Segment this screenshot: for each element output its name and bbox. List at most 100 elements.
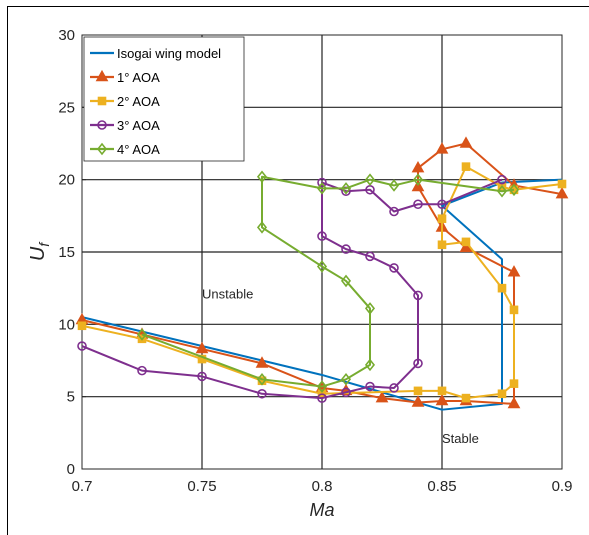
axis-labels: Ma Uf [27,241,335,520]
data-point [316,260,328,273]
data-point [497,283,507,293]
data-point [507,396,521,409]
data-point [411,160,425,173]
legend-label: Isogai wing model [117,46,221,61]
data-point [77,321,87,331]
figure-frame [7,6,589,535]
x-tick-label: 0.85 [427,478,456,495]
series-layer [75,136,569,411]
data-point [509,379,519,388]
data-point [437,240,447,250]
data-point [497,174,507,185]
data-point [365,381,375,392]
legend-swatch-marker [97,120,107,130]
data-point [509,305,519,315]
data-point [317,393,327,403]
legend-item-2deg-aoa: 2° AOA [90,94,160,109]
data-point [364,302,376,315]
data-point [255,356,269,368]
data-point [195,341,209,354]
axis-ticks: 0.7 0.75 0.8 0.85 0.9 0 5 10 15 20 25 30 [58,27,572,495]
svg-text:Uf: Uf [27,241,52,261]
data-point [389,263,399,273]
x-tick-label: 0.8 [312,478,333,495]
legend-item-1deg-aoa: 1° AOA [90,69,160,85]
series-4deg-aoa [136,170,520,393]
data-point [316,380,328,393]
legend: Isogai wing model 1° AOA 2° AOA 3° AOA 4° AO… [83,36,245,162]
x-tick-label: 0.75 [187,478,216,495]
legend-label: 3° AOA [117,118,160,133]
annotations: Unstable Stable [202,286,479,446]
annotation-stable: Stable [442,431,479,446]
legend-swatch-marker [97,96,107,106]
data-point [340,373,352,386]
data-point [256,170,268,184]
data-point [341,244,351,254]
data-point [388,179,400,192]
legend-label: 1° AOA [117,70,160,85]
data-point [341,387,351,398]
data-point [555,186,569,199]
data-point [136,328,148,341]
y-tick-label: 0 [67,461,75,478]
y-tick-label: 25 [58,99,75,116]
legend-item-3deg-aoa: 3° AOA [90,118,160,133]
legend-swatch-marker [96,142,108,156]
data-point [507,265,521,277]
data-point [557,179,567,189]
y-tick-label: 10 [58,316,75,333]
data-point [137,365,147,376]
data-point [341,186,351,197]
series-line-3deg-aoa [81,178,503,400]
data-point [461,393,471,403]
data-point [317,177,327,188]
data-point [435,142,449,154]
legend-item-isogai-wing-model: Isogai wing model [90,46,221,61]
y-axis-label-sub: f [36,241,52,247]
data-point [435,393,449,406]
data-point [413,358,423,369]
data-point [508,183,520,197]
y-axis-label: Uf [27,241,52,261]
data-point [461,237,471,247]
data-point [256,221,268,234]
data-point [340,274,352,288]
data-point [340,182,352,195]
data-point [316,182,328,195]
y-tick-label: 15 [58,244,75,261]
legend-item-4deg-aoa: 4° AOA [90,142,160,157]
series-3deg-aoa [77,174,507,403]
data-point [459,136,473,148]
data-point [497,389,507,399]
data-point [375,390,389,403]
data-point [364,173,376,186]
legend-label: 2° AOA [117,94,160,109]
data-point [413,290,423,301]
data-point [437,214,447,224]
data-point [364,358,376,372]
data-point [256,373,268,386]
data-point [197,371,207,382]
data-point [461,162,471,171]
data-point [317,231,327,241]
legend-label: 4° AOA [117,142,160,157]
data-point [411,395,425,407]
data-point [389,206,399,217]
data-point [77,341,87,351]
data-point [257,388,267,399]
y-tick-label: 30 [58,27,75,44]
x-tick-label: 0.9 [552,478,573,495]
data-point [412,173,424,186]
data-point [413,199,423,210]
y-tick-label: 5 [67,389,75,406]
y-tick-label: 20 [58,172,75,189]
legend-swatch-marker [95,69,109,82]
legend-box [83,36,245,162]
data-point [365,251,375,262]
data-point [413,386,423,396]
x-axis-label: Ma [309,500,334,520]
series-line-4deg-aoa [141,175,515,388]
data-point [496,184,508,198]
